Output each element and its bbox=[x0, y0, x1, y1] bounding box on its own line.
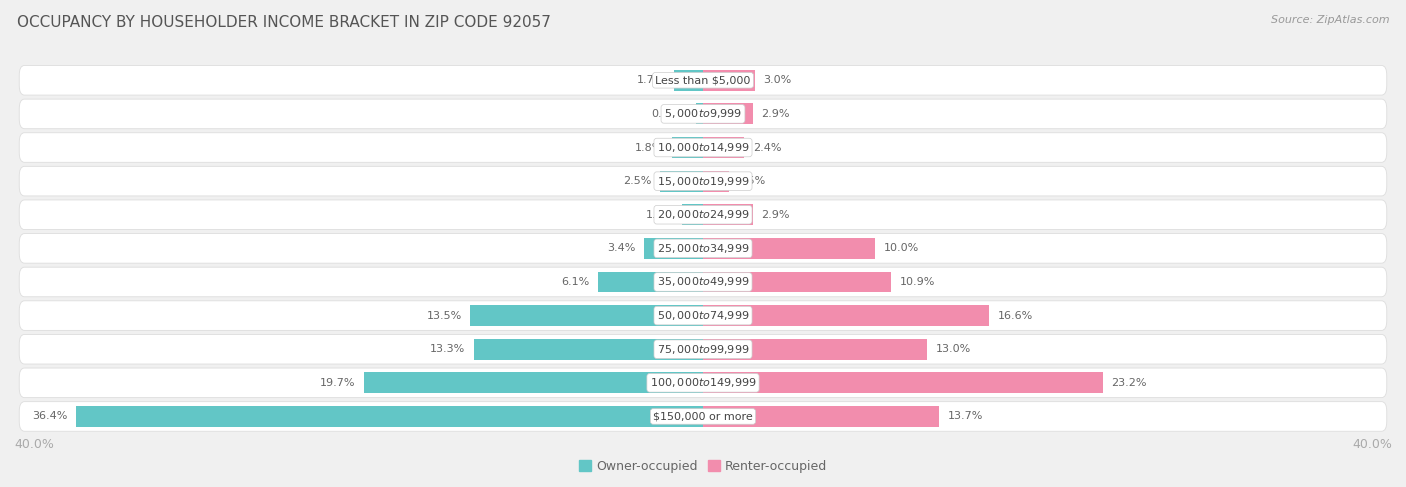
FancyBboxPatch shape bbox=[20, 99, 1386, 129]
Text: 2.4%: 2.4% bbox=[754, 143, 782, 152]
Bar bbox=[474, 339, 703, 359]
Text: $10,000 to $14,999: $10,000 to $14,999 bbox=[657, 141, 749, 154]
FancyBboxPatch shape bbox=[20, 335, 1386, 364]
Text: 1.5%: 1.5% bbox=[738, 176, 766, 186]
Text: 16.6%: 16.6% bbox=[997, 311, 1033, 320]
Bar bbox=[703, 171, 728, 191]
Text: 2.9%: 2.9% bbox=[762, 210, 790, 220]
Text: 1.2%: 1.2% bbox=[645, 210, 673, 220]
Bar bbox=[703, 205, 754, 225]
Text: 19.7%: 19.7% bbox=[319, 378, 356, 388]
Text: 13.0%: 13.0% bbox=[935, 344, 970, 354]
Bar bbox=[703, 339, 927, 359]
Text: 13.3%: 13.3% bbox=[430, 344, 465, 354]
Bar bbox=[696, 103, 703, 124]
Bar bbox=[659, 171, 703, 191]
Text: $25,000 to $34,999: $25,000 to $34,999 bbox=[657, 242, 749, 255]
Bar bbox=[703, 272, 891, 292]
FancyBboxPatch shape bbox=[20, 167, 1386, 196]
Text: 40.0%: 40.0% bbox=[14, 438, 53, 451]
Bar bbox=[598, 272, 703, 292]
Text: 13.7%: 13.7% bbox=[948, 412, 983, 421]
Text: 23.2%: 23.2% bbox=[1111, 378, 1147, 388]
Text: Less than $5,000: Less than $5,000 bbox=[655, 75, 751, 85]
Bar bbox=[703, 137, 744, 158]
FancyBboxPatch shape bbox=[20, 402, 1386, 431]
Bar bbox=[471, 305, 703, 326]
Bar bbox=[76, 406, 703, 427]
Text: 10.9%: 10.9% bbox=[900, 277, 935, 287]
Text: 36.4%: 36.4% bbox=[32, 412, 67, 421]
Text: $100,000 to $149,999: $100,000 to $149,999 bbox=[650, 376, 756, 389]
Bar bbox=[703, 70, 755, 91]
FancyBboxPatch shape bbox=[20, 234, 1386, 263]
FancyBboxPatch shape bbox=[20, 133, 1386, 162]
Bar bbox=[644, 238, 703, 259]
Text: 13.5%: 13.5% bbox=[426, 311, 461, 320]
Text: 0.43%: 0.43% bbox=[651, 109, 688, 119]
Text: $50,000 to $74,999: $50,000 to $74,999 bbox=[657, 309, 749, 322]
Bar bbox=[364, 373, 703, 393]
Text: 40.0%: 40.0% bbox=[1353, 438, 1392, 451]
Text: $20,000 to $24,999: $20,000 to $24,999 bbox=[657, 208, 749, 221]
Bar bbox=[703, 406, 939, 427]
Text: 10.0%: 10.0% bbox=[884, 244, 920, 253]
FancyBboxPatch shape bbox=[20, 200, 1386, 229]
Text: OCCUPANCY BY HOUSEHOLDER INCOME BRACKET IN ZIP CODE 92057: OCCUPANCY BY HOUSEHOLDER INCOME BRACKET … bbox=[17, 15, 551, 30]
Text: 3.0%: 3.0% bbox=[763, 75, 792, 85]
Text: $150,000 or more: $150,000 or more bbox=[654, 412, 752, 421]
Text: $75,000 to $99,999: $75,000 to $99,999 bbox=[657, 343, 749, 356]
Text: 1.8%: 1.8% bbox=[636, 143, 664, 152]
Text: 2.9%: 2.9% bbox=[762, 109, 790, 119]
FancyBboxPatch shape bbox=[20, 267, 1386, 297]
Text: 6.1%: 6.1% bbox=[561, 277, 589, 287]
Text: 2.5%: 2.5% bbox=[623, 176, 651, 186]
Text: $15,000 to $19,999: $15,000 to $19,999 bbox=[657, 175, 749, 187]
Bar bbox=[703, 238, 875, 259]
Bar bbox=[703, 103, 754, 124]
Text: $35,000 to $49,999: $35,000 to $49,999 bbox=[657, 276, 749, 288]
Text: 3.4%: 3.4% bbox=[607, 244, 636, 253]
Bar bbox=[673, 70, 703, 91]
Text: $5,000 to $9,999: $5,000 to $9,999 bbox=[664, 108, 742, 120]
Bar bbox=[703, 305, 988, 326]
Legend: Owner-occupied, Renter-occupied: Owner-occupied, Renter-occupied bbox=[574, 455, 832, 478]
Text: Source: ZipAtlas.com: Source: ZipAtlas.com bbox=[1271, 15, 1389, 25]
Bar bbox=[682, 205, 703, 225]
FancyBboxPatch shape bbox=[20, 65, 1386, 95]
Text: 1.7%: 1.7% bbox=[637, 75, 665, 85]
FancyBboxPatch shape bbox=[20, 301, 1386, 330]
Bar bbox=[672, 137, 703, 158]
Bar bbox=[703, 373, 1102, 393]
FancyBboxPatch shape bbox=[20, 368, 1386, 397]
